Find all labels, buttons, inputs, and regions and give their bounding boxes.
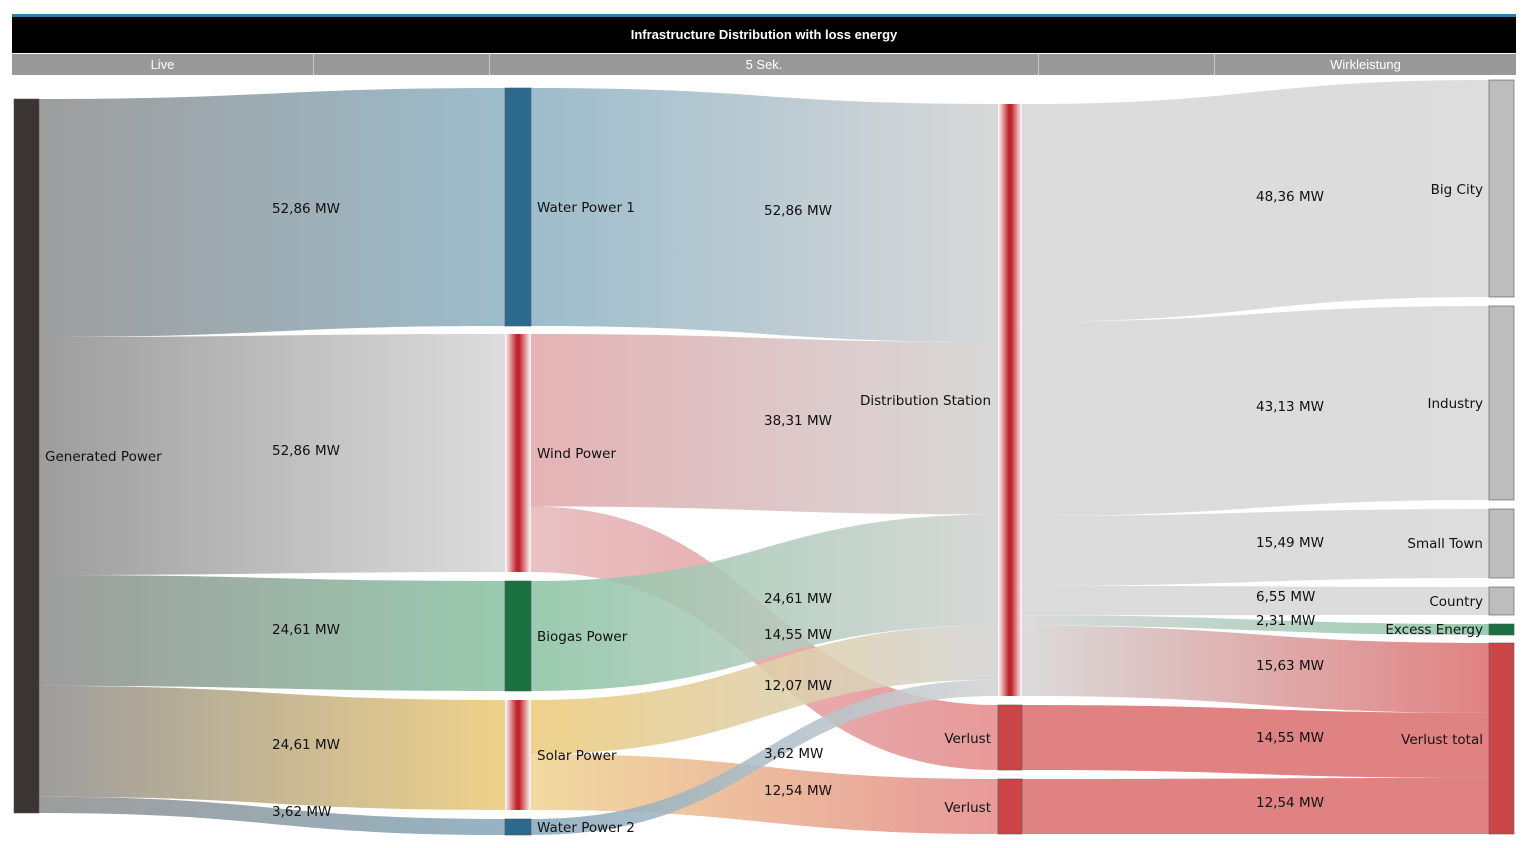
link-gen-biogas[interactable] (39, 575, 505, 691)
node-verlust1[interactable] (997, 704, 1023, 771)
link-solar-verlust2[interactable] (531, 753, 998, 834)
link-gen-water2[interactable] (39, 796, 505, 835)
node-verlust2[interactable] (997, 778, 1023, 835)
link-label-solar-verlust2: 12,54 MW (764, 783, 832, 799)
node-label-smalltown: Small Town (1407, 536, 1483, 552)
node-label-verlust1: Verlust (944, 731, 991, 747)
link-label-water2-dist: 3,62 MW (764, 746, 823, 762)
link-label-gen-water2: 3,62 MW (272, 804, 331, 820)
link-dist-excess[interactable] (1022, 615, 1489, 635)
link-gen-solar[interactable] (39, 685, 505, 810)
node-excess[interactable] (1488, 623, 1515, 636)
link-verlust2-verlusttotal[interactable] (1022, 777, 1489, 834)
link-dist-country[interactable] (1022, 585, 1489, 616)
link-label-wind-dist: 38,31 MW (764, 413, 832, 429)
link-wind-dist[interactable] (531, 334, 998, 515)
link-solar-dist[interactable] (531, 625, 998, 754)
header-cell-live: Live (12, 54, 314, 75)
node-label-water1: Water Power 1 (537, 200, 635, 216)
node-bigcity[interactable] (1488, 79, 1515, 298)
node-country[interactable] (1488, 586, 1515, 616)
link-label-dist-excess: 2,31 MW (1256, 613, 1315, 629)
link-label-dist-country: 6,55 MW (1256, 589, 1315, 605)
node-industry[interactable] (1488, 305, 1515, 501)
link-dist-bigcity[interactable] (1022, 80, 1489, 322)
link-verlust1-verlusttotal[interactable] (1022, 705, 1489, 778)
link-dist-industry[interactable] (1022, 306, 1489, 516)
node-solar[interactable] (505, 700, 531, 810)
node-water1[interactable] (504, 87, 532, 327)
node-wind[interactable] (505, 334, 531, 572)
link-dist-smalltown[interactable] (1022, 509, 1489, 586)
header-cell-5-sek: 5 Sek. (490, 54, 1039, 75)
node-gen[interactable] (13, 98, 40, 814)
link-label-solar-dist: 12,07 MW (764, 678, 832, 694)
link-water2-dist[interactable] (531, 679, 998, 835)
node-smalltown[interactable] (1488, 508, 1515, 579)
node-label-water2: Water Power 2 (537, 820, 635, 836)
link-label-dist-smalltown: 15,49 MW (1256, 535, 1324, 551)
link-label-dist-bigcity: 48,36 MW (1256, 189, 1324, 205)
link-label-gen-solar: 24,61 MW (272, 737, 340, 753)
column-header-bar: Live 5 Sek. Wirkleistung (12, 54, 1516, 75)
node-verlusttotal[interactable] (1488, 642, 1515, 835)
node-label-country: Country (1429, 594, 1483, 610)
node-label-bigcity: Big City (1431, 182, 1483, 198)
node-label-solar: Solar Power (537, 748, 617, 764)
header-cell-blank-1 (314, 54, 490, 75)
header-cell-wirkleistung: Wirkleistung (1330, 57, 1401, 72)
link-gen-water1[interactable] (39, 88, 505, 338)
node-dist[interactable] (998, 104, 1022, 696)
link-label-biogas-dist: 24,61 MW (764, 591, 832, 607)
link-label-wind-verlust1: 14,55 MW (764, 627, 832, 643)
node-biogas[interactable] (504, 580, 532, 692)
link-gen-wind[interactable] (39, 334, 505, 576)
link-label-dist-industry: 43,13 MW (1256, 399, 1324, 415)
title-accent-line (12, 14, 1516, 17)
link-dist-verlusttotal[interactable] (1022, 625, 1489, 713)
node-label-dist: Distribution Station (860, 393, 991, 409)
link-label-gen-wind: 52,86 MW (272, 443, 340, 459)
node-label-verlust2: Verlust (944, 800, 991, 816)
link-label-gen-water1: 52,86 MW (272, 201, 340, 217)
link-biogas-dist[interactable] (531, 514, 998, 691)
link-label-verlust2-verlusttotal: 12,54 MW (1256, 795, 1324, 811)
chart-title: Infrastructure Distribution with loss en… (12, 17, 1516, 53)
node-label-wind: Wind Power (537, 446, 616, 462)
link-label-water1-dist: 52,86 MW (764, 203, 832, 219)
node-label-excess: Excess Energy (1385, 622, 1483, 638)
node-label-biogas: Biogas Power (537, 629, 628, 645)
link-label-dist-verlusttotal: 15,63 MW (1256, 658, 1324, 674)
node-label-gen: Generated Power (45, 449, 162, 465)
header-cell-blank-2 (1039, 54, 1215, 75)
node-label-industry: Industry (1427, 396, 1483, 412)
node-label-verlusttotal: Verlust total (1401, 732, 1483, 748)
link-label-gen-biogas: 24,61 MW (272, 622, 340, 638)
link-water1-dist[interactable] (531, 88, 998, 343)
node-water2[interactable] (504, 818, 532, 836)
link-label-verlust1-verlusttotal: 14,55 MW (1256, 730, 1324, 746)
